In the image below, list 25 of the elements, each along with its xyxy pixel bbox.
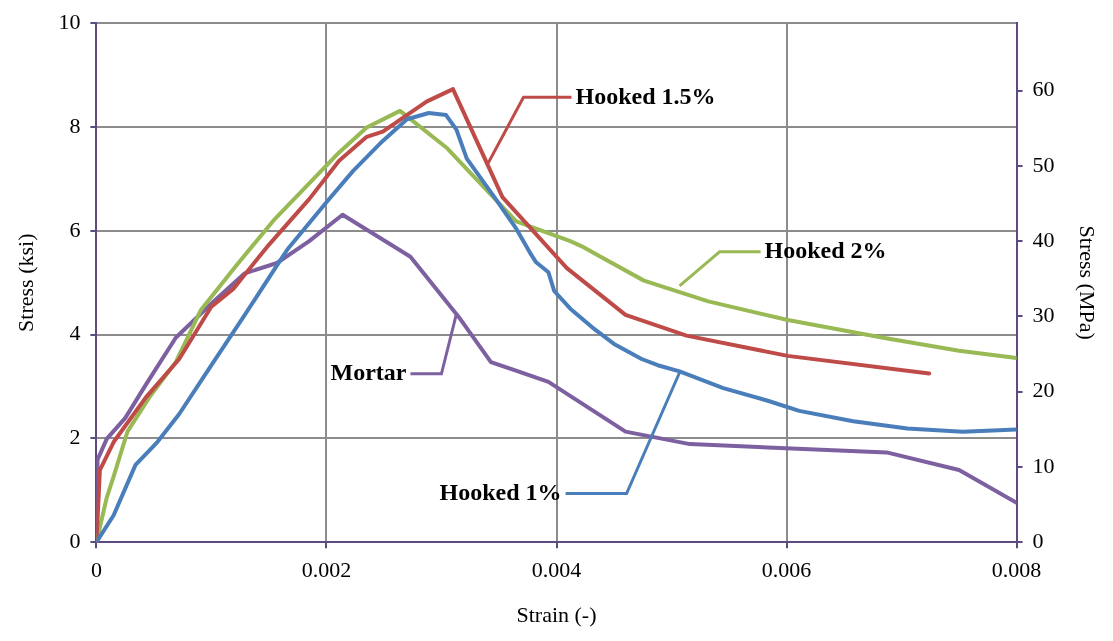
y2-tick-label: 30 bbox=[1032, 302, 1055, 328]
y-tick-label: 10 bbox=[58, 8, 81, 34]
y-tick-label: 2 bbox=[69, 424, 81, 450]
x-tick-label: 0.002 bbox=[301, 557, 352, 583]
annotation: Hooked 1% bbox=[439, 478, 562, 505]
y2-axis-title: Stress (MPa) bbox=[1075, 225, 1101, 340]
y-tick-label: 4 bbox=[69, 320, 81, 346]
annotation: Hooked 1.5% bbox=[575, 82, 716, 109]
y-tick-label: 6 bbox=[69, 216, 81, 242]
y2-tick-label: 50 bbox=[1032, 151, 1055, 177]
y-axis-title: Stress (ksi) bbox=[12, 233, 38, 332]
x-tick-label: 0.008 bbox=[991, 557, 1042, 583]
y2-tick-label: 60 bbox=[1032, 76, 1055, 102]
y-tick-label: 8 bbox=[69, 112, 81, 138]
x-tick-label: 0.006 bbox=[761, 557, 812, 583]
x-axis-title: Strain (-) bbox=[516, 601, 597, 627]
y2-tick-label: 20 bbox=[1032, 377, 1055, 403]
annotation: Mortar bbox=[330, 359, 407, 386]
y-tick-label: 0 bbox=[69, 527, 81, 553]
x-tick-label: 0.004 bbox=[531, 557, 582, 583]
y2-tick-label: 0 bbox=[1032, 527, 1044, 553]
y2-tick-label: 10 bbox=[1032, 452, 1055, 478]
annotation: Hooked 2% bbox=[764, 237, 887, 264]
y2-tick-label: 40 bbox=[1032, 226, 1055, 252]
x-tick-label: 0 bbox=[90, 557, 102, 583]
